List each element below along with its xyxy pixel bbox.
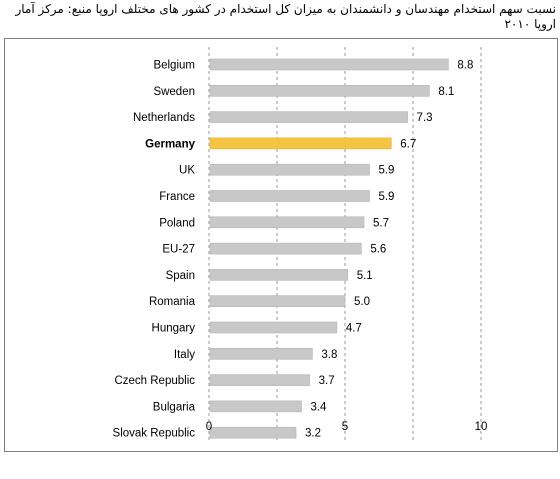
- bar-slovak-republic: [209, 426, 297, 439]
- value-label: 3.7: [319, 375, 335, 387]
- value-label: 5.1: [357, 270, 373, 282]
- category-label: Czech Republic: [114, 375, 195, 387]
- category-label: Belgium: [153, 60, 195, 72]
- value-label: 5.9: [378, 165, 394, 177]
- x-tick-label: 5: [342, 421, 348, 433]
- bar-hungary: [209, 321, 338, 334]
- value-label: 8.1: [438, 86, 454, 98]
- category-label: Spain: [166, 270, 195, 282]
- category-label: Slovak Republic: [113, 428, 196, 440]
- bar-france: [209, 190, 370, 202]
- value-label: 5.7: [373, 217, 389, 229]
- bar-germany: [209, 137, 392, 150]
- value-label: 4.7: [346, 323, 362, 335]
- category-label: Italy: [174, 349, 195, 361]
- category-label: France: [159, 191, 195, 203]
- bar-bulgaria: [209, 400, 302, 413]
- bar-uk: [209, 163, 370, 176]
- category-label: EU-27: [162, 244, 195, 256]
- category-label: Hungary: [152, 323, 196, 335]
- bar-eu-27: [209, 242, 362, 255]
- category-label: Bulgaria: [153, 401, 196, 413]
- value-label: 5.6: [370, 244, 386, 256]
- category-label: Sweden: [153, 86, 195, 98]
- bar-spain: [209, 269, 349, 281]
- category-label: Romania: [149, 296, 196, 308]
- bar-romania: [209, 295, 346, 308]
- chart-title: نسبت سهم استخدام مهندسان و دانشمندان به …: [15, 2, 556, 31]
- bar-italy: [209, 347, 313, 360]
- value-label: 7.3: [417, 112, 433, 124]
- category-label: Poland: [159, 217, 195, 229]
- category-label: Germany: [145, 138, 195, 150]
- value-label: 5.9: [378, 191, 394, 203]
- bar-netherlands: [209, 111, 408, 123]
- value-label: 8.8: [457, 60, 473, 72]
- value-label: 5.0: [354, 296, 370, 308]
- value-label: 3.8: [321, 349, 337, 361]
- value-label: 3.2: [305, 428, 321, 440]
- bar-poland: [209, 216, 365, 229]
- x-tick-label: 10: [475, 421, 488, 433]
- bar-czech-republic: [209, 374, 310, 386]
- category-label: UK: [179, 165, 195, 177]
- value-label: 6.7: [400, 138, 416, 150]
- bar-belgium: [209, 58, 449, 71]
- category-label: Netherlands: [133, 112, 195, 124]
- value-label: 3.4: [310, 401, 327, 413]
- plot-area: Belgium 8.8 Sweden 8.1 Netherlands 7.3 Germany…: [4, 38, 558, 452]
- bar-chart: Belgium 8.8 Sweden 8.1 Netherlands 7.3 Germany…: [113, 47, 488, 443]
- bar-sweden: [209, 84, 430, 97]
- x-tick-label: 0: [206, 421, 212, 433]
